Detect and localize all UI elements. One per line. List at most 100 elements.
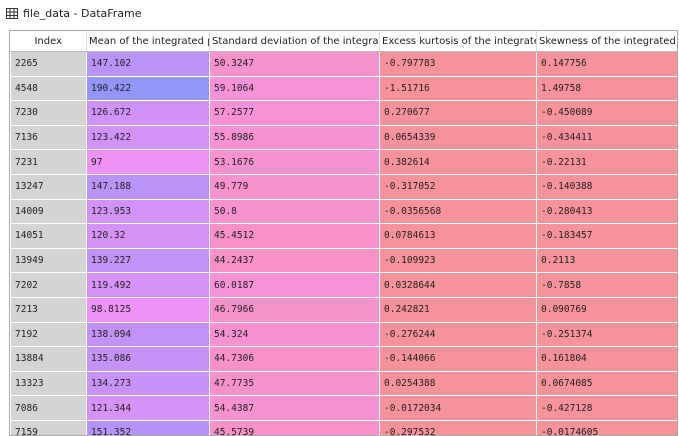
value-cell[interactable]: 0.0784613	[380, 224, 537, 249]
value-cell[interactable]: -0.427128	[537, 396, 678, 421]
index-cell[interactable]: 7136	[11, 125, 87, 150]
value-cell[interactable]: 55.8986	[210, 125, 380, 150]
value-cell[interactable]: 0.270677	[380, 101, 537, 126]
value-cell[interactable]: 97	[87, 150, 210, 175]
value-cell[interactable]: 190.422	[87, 76, 210, 101]
index-cell[interactable]: 13884	[11, 347, 87, 372]
column-header[interactable]: Index	[11, 31, 87, 52]
value-cell[interactable]: 49.779	[210, 174, 380, 199]
value-cell[interactable]: 0.2113	[537, 248, 678, 273]
window-title: file_data - DataFrame	[23, 7, 142, 20]
index-cell[interactable]: 13949	[11, 248, 87, 273]
table-icon	[6, 8, 18, 19]
column-header[interactable]: Excess kurtosis of the integrated profil…	[380, 31, 537, 52]
value-cell[interactable]: 135.086	[87, 347, 210, 372]
column-header[interactable]: Mean of the integrated profile	[87, 31, 210, 52]
value-cell[interactable]: -1.51716	[380, 76, 537, 101]
index-cell[interactable]: 13247	[11, 174, 87, 199]
value-cell[interactable]: -0.251374	[537, 322, 678, 347]
value-cell[interactable]: -0.317052	[380, 174, 537, 199]
value-cell[interactable]: 134.273	[87, 371, 210, 396]
value-cell[interactable]: 59.1064	[210, 76, 380, 101]
value-cell[interactable]: 123.953	[87, 199, 210, 224]
index-cell[interactable]: 7213	[11, 297, 87, 322]
value-cell[interactable]: 139.227	[87, 248, 210, 273]
value-cell[interactable]: 121.344	[87, 396, 210, 421]
value-cell[interactable]: -0.7858	[537, 273, 678, 298]
value-cell[interactable]: 44.7306	[210, 347, 380, 372]
value-cell[interactable]: 123.422	[87, 125, 210, 150]
value-cell[interactable]: -0.434411	[537, 125, 678, 150]
value-cell[interactable]: 45.4512	[210, 224, 380, 249]
value-cell[interactable]: -0.183457	[537, 224, 678, 249]
column-header[interactable]: Skewness of the integrated profile	[537, 31, 678, 52]
index-cell[interactable]: 14009	[11, 199, 87, 224]
value-cell[interactable]: 50.8	[210, 199, 380, 224]
value-cell[interactable]: 53.1676	[210, 150, 380, 175]
index-cell[interactable]: 14051	[11, 224, 87, 249]
index-cell[interactable]: 13323	[11, 371, 87, 396]
value-cell[interactable]: 0.0674085	[537, 371, 678, 396]
value-cell[interactable]: 47.7735	[210, 371, 380, 396]
value-cell[interactable]: 0.090769	[537, 297, 678, 322]
value-cell[interactable]: 0.382614	[380, 150, 537, 175]
value-cell[interactable]: 138.094	[87, 322, 210, 347]
value-cell[interactable]: -0.280413	[537, 199, 678, 224]
value-cell[interactable]: 0.0254388	[380, 371, 537, 396]
value-cell[interactable]: 120.32	[87, 224, 210, 249]
index-cell[interactable]: 7230	[11, 101, 87, 126]
value-cell[interactable]: 60.0187	[210, 273, 380, 298]
index-cell[interactable]: 7086	[11, 396, 87, 421]
index-cell[interactable]: 7202	[11, 273, 87, 298]
value-cell[interactable]: 0.0654339	[380, 125, 537, 150]
value-cell[interactable]: 0.161804	[537, 347, 678, 372]
value-cell[interactable]: -0.144066	[380, 347, 537, 372]
value-cell[interactable]: -0.276244	[380, 322, 537, 347]
value-cell[interactable]: 57.2577	[210, 101, 380, 126]
column-header[interactable]: Standard deviation of the integrated pro…	[210, 31, 380, 52]
index-cell[interactable]: 2265	[11, 52, 87, 77]
value-cell[interactable]: 54.4387	[210, 396, 380, 421]
index-cell[interactable]: 7192	[11, 322, 87, 347]
value-cell[interactable]: -0.0356568	[380, 199, 537, 224]
value-cell[interactable]: 0.242821	[380, 297, 537, 322]
index-cell[interactable]: 4548	[11, 76, 87, 101]
value-cell[interactable]: 98.8125	[87, 297, 210, 322]
value-cell[interactable]: 50.3247	[210, 52, 380, 77]
value-cell[interactable]: -0.109923	[380, 248, 537, 273]
value-cell[interactable]: -0.797783	[380, 52, 537, 77]
value-cell[interactable]: -0.22131	[537, 150, 678, 175]
value-cell[interactable]: 54.324	[210, 322, 380, 347]
value-cell[interactable]: 147.102	[87, 52, 210, 77]
value-cell[interactable]: -0.450089	[537, 101, 678, 126]
index-cell[interactable]: 7231	[11, 150, 87, 175]
value-cell[interactable]: -0.0172034	[380, 396, 537, 421]
value-cell[interactable]: 1.49758	[537, 76, 678, 101]
value-cell[interactable]: 119.492	[87, 273, 210, 298]
value-cell[interactable]: 46.7966	[210, 297, 380, 322]
value-cell[interactable]: -0.140388	[537, 174, 678, 199]
value-cell[interactable]: 44.2437	[210, 248, 380, 273]
value-cell[interactable]: 147.188	[87, 174, 210, 199]
value-cell[interactable]: 0.147756	[537, 52, 678, 77]
value-cell[interactable]: 126.672	[87, 101, 210, 126]
value-cell[interactable]: 0.0328644	[380, 273, 537, 298]
